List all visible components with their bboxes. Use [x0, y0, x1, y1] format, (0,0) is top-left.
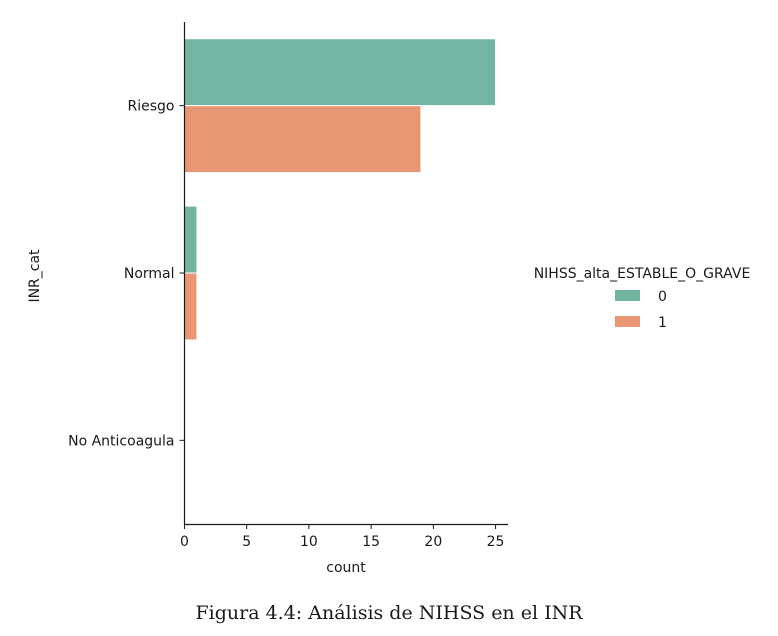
- y-axis-label: INR_cat: [27, 249, 43, 303]
- x-tick-label: 15: [362, 534, 380, 550]
- legend-swatch-0: [615, 290, 640, 301]
- y-tick-label: Normal: [124, 266, 175, 282]
- y-tick-label: Riesgo: [128, 99, 175, 115]
- x-tick-label: 0: [180, 534, 189, 550]
- y-tick-label: No Anticoagula: [68, 433, 174, 449]
- x-axis-label: count: [326, 560, 366, 576]
- y-ticks-group: Riesgo Normal No Anticoagula: [68, 99, 185, 449]
- bar-riesgo-series-1: [184, 105, 422, 174]
- legend-swatch-1: [615, 316, 640, 327]
- legend: NIHSS_alta_ESTABLE_O_GRAVE 0 1: [534, 266, 751, 331]
- x-ticks-group: 0 5 10 15 20 25: [180, 524, 504, 550]
- bars-group: [184, 38, 497, 341]
- bar-normal-series-0: [184, 205, 198, 274]
- x-tick-label: 5: [242, 534, 251, 550]
- x-tick-label: 10: [300, 534, 318, 550]
- bar-normal-series-1: [184, 272, 198, 341]
- legend-label-0: 0: [658, 289, 667, 305]
- legend-label-1: 1: [658, 315, 667, 331]
- x-tick-label: 25: [487, 534, 505, 550]
- bar-riesgo-series-0: [184, 38, 497, 107]
- x-tick-label: 20: [424, 534, 442, 550]
- figure-caption: Figura 4.4: Análisis de NIHSS en el INR: [195, 602, 583, 624]
- legend-title: NIHSS_alta_ESTABLE_O_GRAVE: [534, 266, 751, 282]
